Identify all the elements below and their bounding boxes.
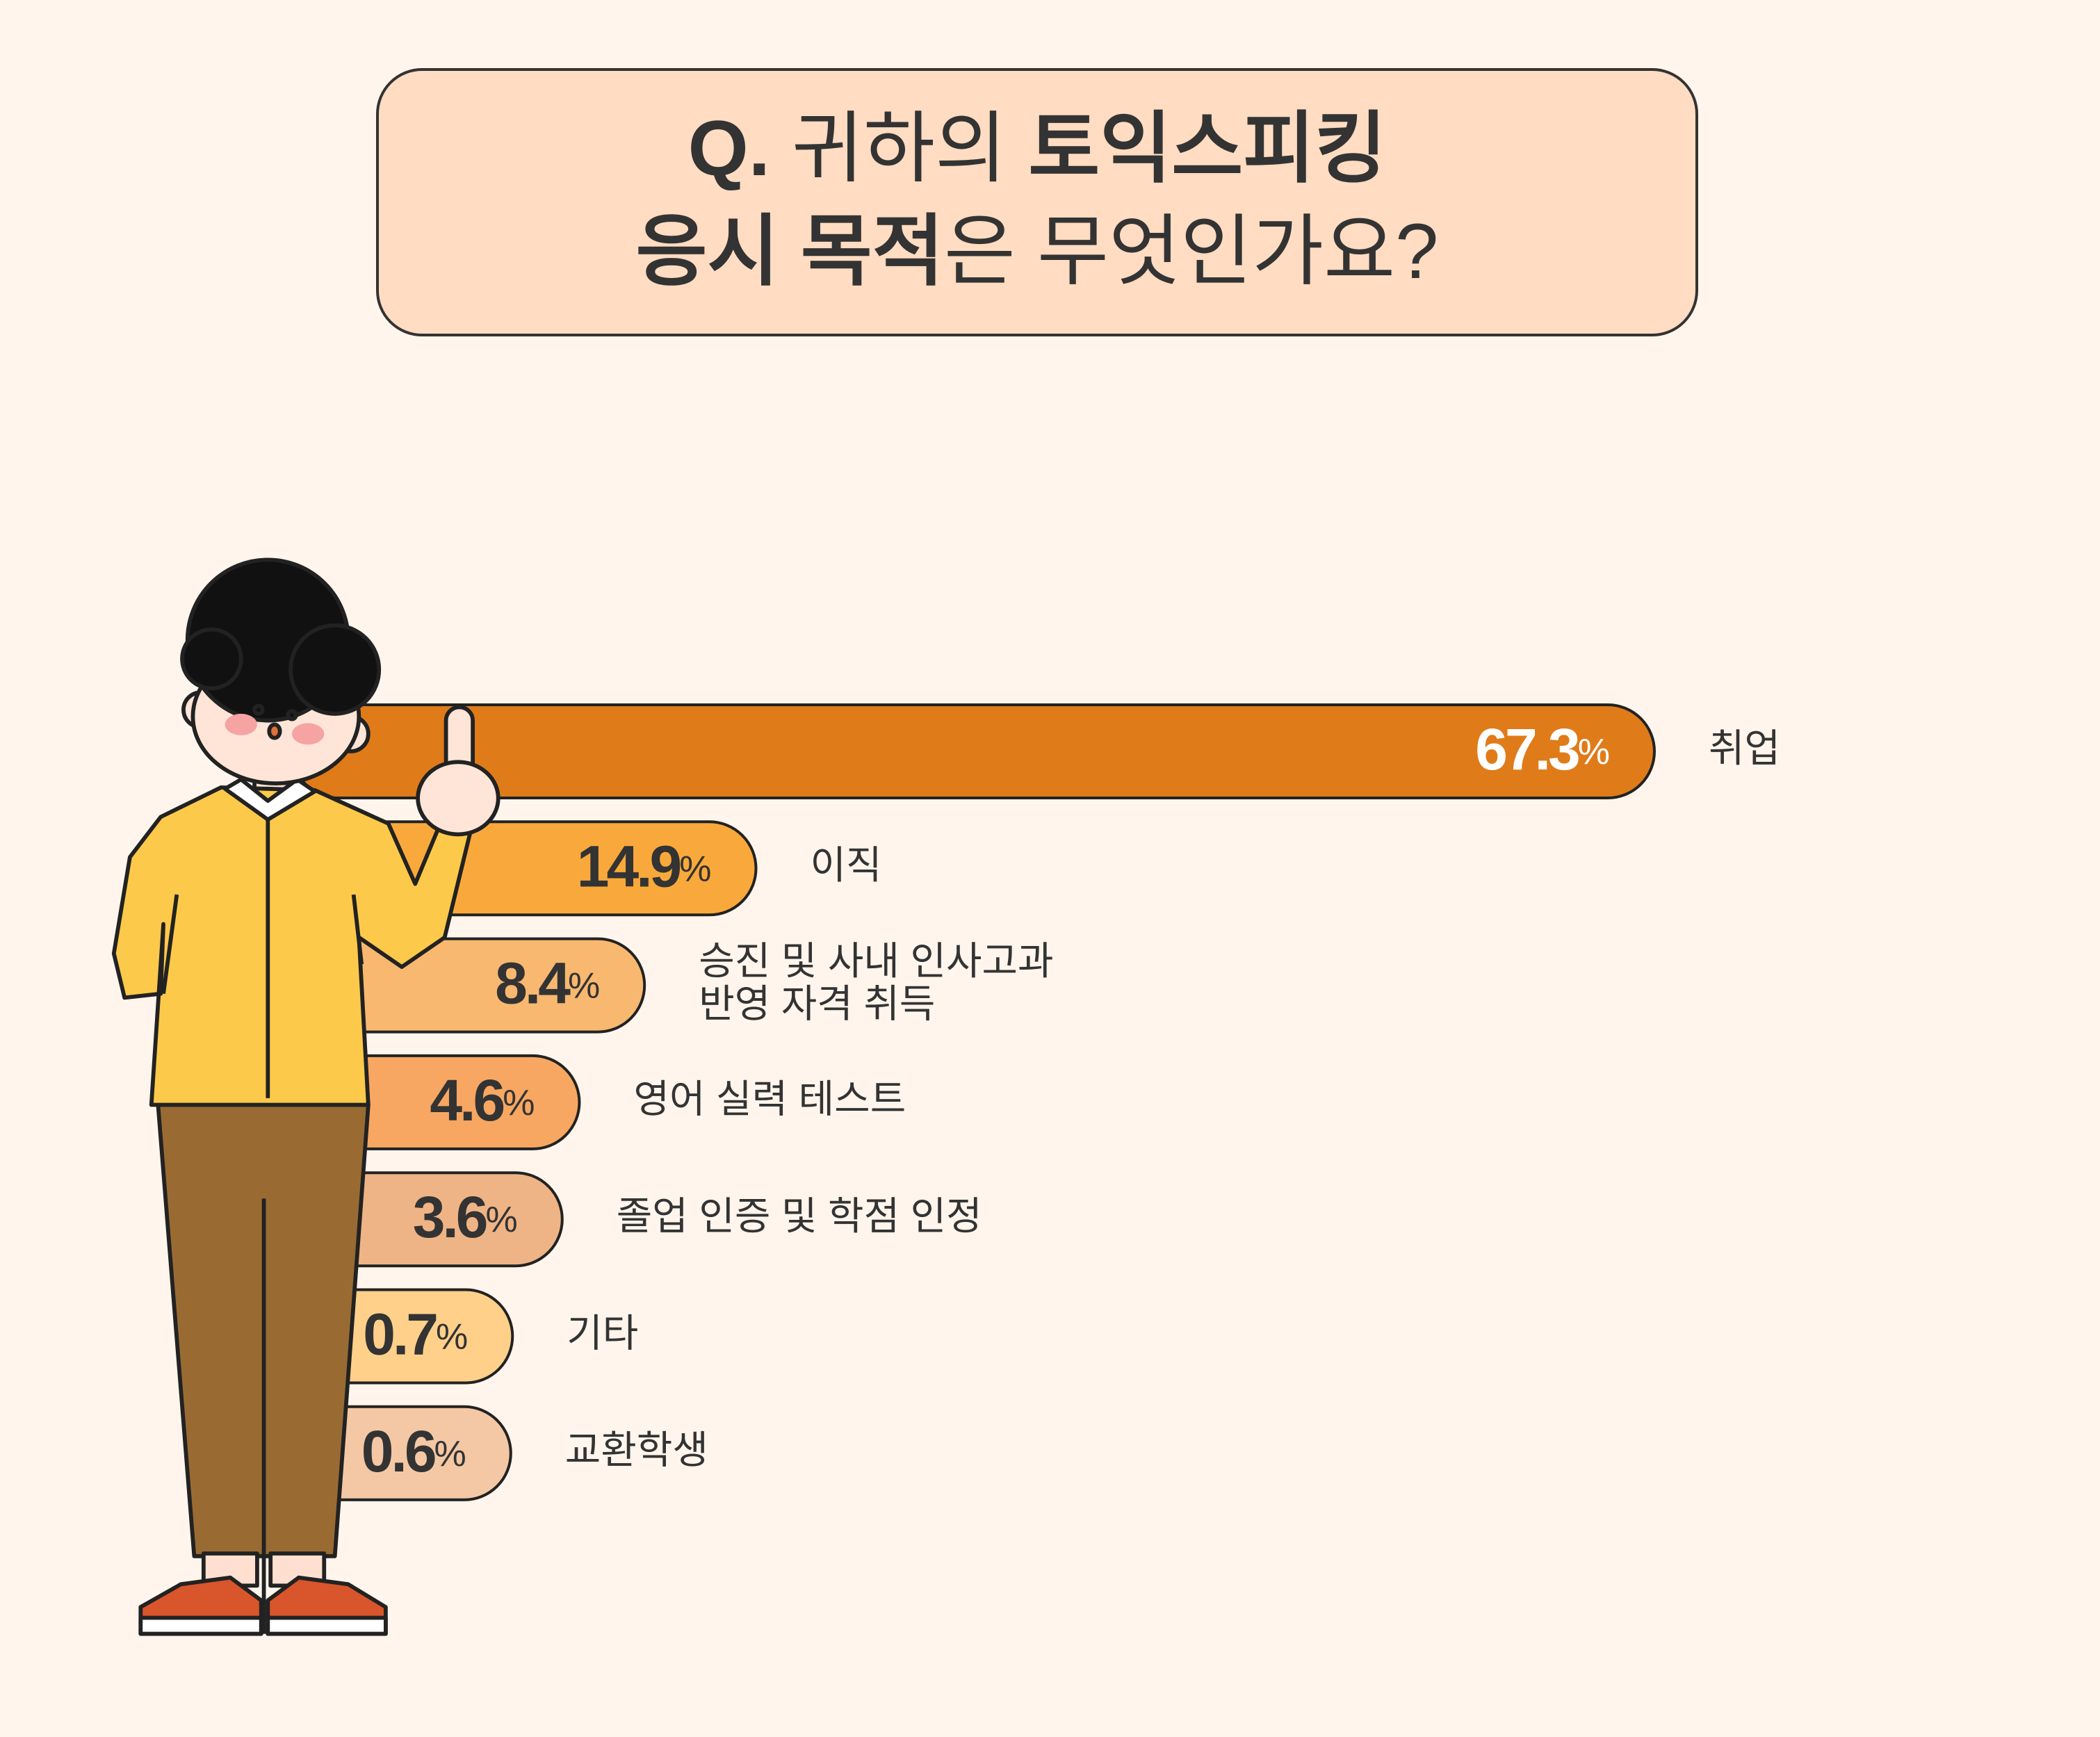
value-number: 8.4 [495, 951, 571, 1016]
value-label: 3.6% [413, 1184, 518, 1250]
arm-line [351, 894, 364, 965]
value-unit: % [503, 1083, 535, 1123]
title-part: 응시 목적 [636, 208, 944, 295]
title-line: 응시 목적은 무엇인가요? [636, 208, 1439, 295]
category-line: 반영 자격 취득 [699, 981, 935, 1025]
category-label: 취업 [1709, 726, 1780, 770]
hair [288, 623, 382, 716]
value-number: 0.7 [363, 1302, 437, 1367]
value-label: 67.3% [1475, 717, 1610, 782]
value-label: 14.9% [577, 833, 712, 899]
mouth [267, 722, 282, 740]
labels: 67.3% 취업 14.9% 이직 8.4% 승진 및 사내 인사고과 반영 자격 취득 4.… [361, 717, 1780, 1484]
value-number: 67.3 [1475, 717, 1579, 782]
title-part: 은 무엇인가요? [944, 208, 1439, 295]
category-label: 영어 실력 테스트 [633, 1077, 906, 1121]
value-number: 4.6 [430, 1068, 503, 1133]
value-unit: % [436, 1316, 468, 1357]
category-label: 승진 및 사내 인사고과 반영 자격 취득 [699, 939, 1053, 1026]
arm-line [161, 894, 179, 994]
shirt [111, 785, 474, 1107]
value-label: 0.6% [361, 1419, 466, 1484]
title-line: Q. 귀하의 토익스피킹 [688, 105, 1387, 192]
value-label: 0.7% [363, 1302, 468, 1367]
cheek [292, 723, 325, 745]
value-number: 0.6 [361, 1419, 435, 1484]
title-part: 귀하의 [770, 105, 1028, 192]
eye [286, 709, 298, 721]
value-unit: % [1578, 732, 1610, 772]
value-label: 4.6% [430, 1068, 535, 1133]
value-number: 3.6 [413, 1184, 487, 1250]
cheek [225, 713, 257, 735]
category-line: 승진 및 사내 인사고과 [699, 939, 1053, 983]
eye [252, 703, 265, 716]
hand [416, 760, 500, 837]
category-label: 졸업 인증 및 학점 인정 [617, 1194, 982, 1238]
title-part: 토익스피킹 [1028, 105, 1386, 192]
value-number: 14.9 [577, 833, 681, 899]
category-label: 기타 [567, 1311, 638, 1355]
value-unit: % [486, 1200, 518, 1240]
title-box [376, 68, 1698, 336]
hair [180, 627, 243, 691]
category-label: 교환학생 [565, 1428, 708, 1472]
title-part: Q. [688, 105, 770, 192]
value-label: 8.4% [495, 951, 600, 1016]
character [111, 557, 500, 1636]
sole [138, 1615, 263, 1636]
value-unit: % [679, 849, 711, 889]
value-unit: % [434, 1434, 466, 1474]
sole [266, 1615, 388, 1636]
category-label: 이직 [811, 843, 882, 887]
value-unit: % [568, 965, 600, 1006]
